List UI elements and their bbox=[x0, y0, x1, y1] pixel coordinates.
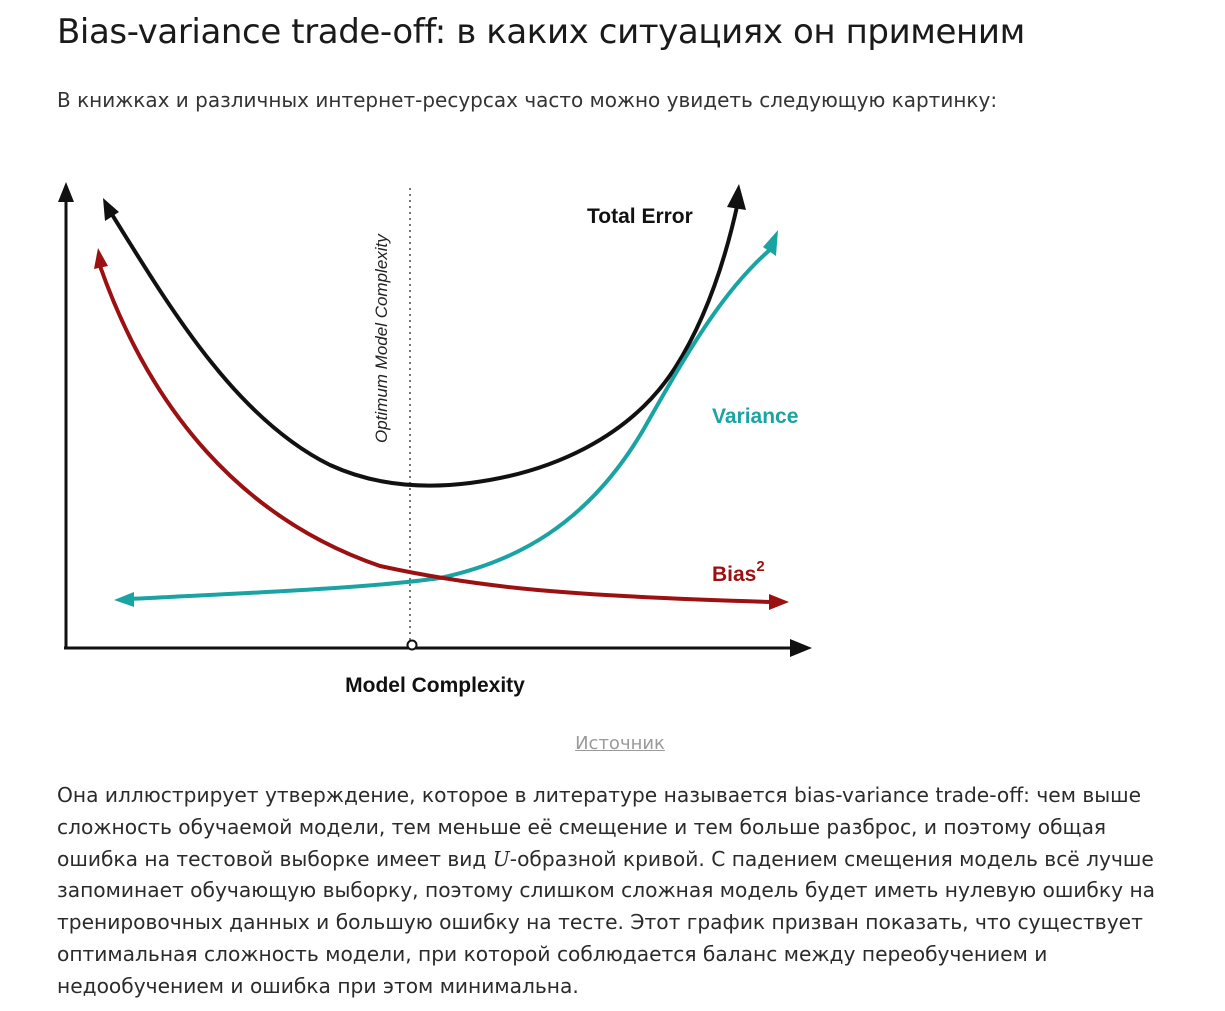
x-axis-label: Model Complexity bbox=[345, 674, 525, 697]
source-link[interactable]: Источник bbox=[575, 733, 665, 754]
bias-variance-figure: Optimum Model Complexity Total Error Var… bbox=[50, 168, 830, 728]
bias-label-text: Bias bbox=[712, 563, 756, 586]
body-paragraph: Она иллюстрирует утверждение, которое в … bbox=[57, 780, 1177, 1003]
intro-paragraph: В книжках и различных интернет-ресурсах … bbox=[57, 88, 998, 112]
bias-start-arrow-icon bbox=[94, 248, 108, 269]
bias-label-exponent: 2 bbox=[756, 558, 764, 575]
bias-end-arrow-icon bbox=[769, 594, 789, 610]
bias-variance-diagram: Optimum Model Complexity Total Error Var… bbox=[58, 182, 812, 697]
total-error-end-arrow-icon bbox=[727, 184, 746, 210]
total-error-start-arrow-icon bbox=[103, 198, 119, 221]
bias-curve bbox=[98, 265, 773, 604]
y-axis-arrow-icon bbox=[58, 182, 74, 202]
bias-label: Bias2 bbox=[712, 558, 765, 586]
total-error-curve bbox=[106, 201, 740, 488]
page-title: Bias-variance trade-off: в каких ситуаци… bbox=[57, 12, 1025, 52]
optimum-point bbox=[406, 639, 418, 651]
variance-curve bbox=[127, 246, 774, 601]
optimum-label: Optimum Model Complexity bbox=[372, 233, 391, 443]
bias-variance-term: bias-variance trade-off bbox=[794, 783, 1024, 807]
variance-start-arrow-icon bbox=[114, 592, 134, 607]
body-text-part-1: Она иллюстрирует утверждение, которое в … bbox=[57, 783, 794, 807]
x-axis-arrow-icon bbox=[790, 639, 812, 657]
u-symbol: U bbox=[492, 846, 510, 871]
total-error-label: Total Error bbox=[587, 205, 693, 228]
variance-label: Variance bbox=[712, 405, 798, 428]
body-text-part-3: -образной кривой. С падением смещения мо… bbox=[57, 846, 1156, 998]
source-caption: Источник bbox=[0, 733, 1225, 754]
variance-end-arrow-icon bbox=[763, 230, 778, 256]
body-text-part-2: : чем выше сложность обучаемой модели, т… bbox=[57, 783, 1142, 871]
